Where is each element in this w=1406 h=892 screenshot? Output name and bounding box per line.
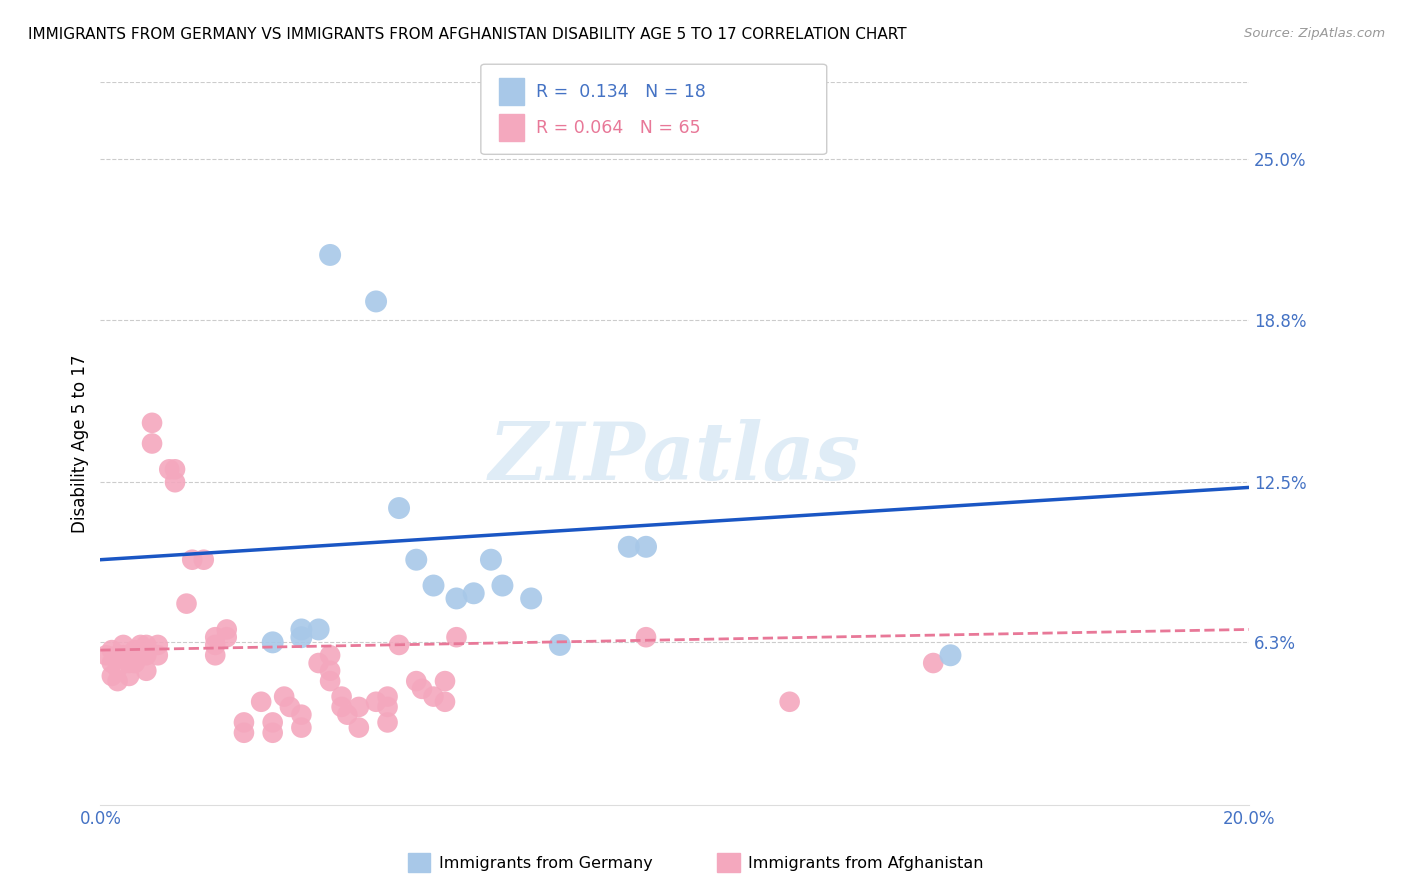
Point bbox=[411, 681, 433, 696]
Point bbox=[779, 695, 801, 709]
Point bbox=[319, 648, 342, 663]
Text: IMMIGRANTS FROM GERMANY VS IMMIGRANTS FROM AFGHANISTAN DISABILITY AGE 5 TO 17 CO: IMMIGRANTS FROM GERMANY VS IMMIGRANTS FR… bbox=[28, 27, 907, 42]
Point bbox=[118, 669, 141, 683]
Point bbox=[204, 648, 226, 663]
Point bbox=[347, 700, 370, 714]
Point bbox=[278, 700, 301, 714]
Point bbox=[262, 725, 284, 739]
Point bbox=[101, 656, 124, 670]
Text: Immigrants from Germany: Immigrants from Germany bbox=[439, 856, 652, 871]
Y-axis label: Disability Age 5 to 17: Disability Age 5 to 17 bbox=[72, 354, 89, 533]
Point bbox=[107, 661, 129, 675]
Text: R =  0.134   N = 18: R = 0.134 N = 18 bbox=[536, 83, 706, 101]
Point bbox=[405, 552, 427, 566]
Point bbox=[290, 707, 312, 722]
Point bbox=[215, 623, 238, 637]
Point bbox=[129, 638, 152, 652]
Point bbox=[347, 721, 370, 735]
Point bbox=[262, 715, 284, 730]
Point bbox=[308, 656, 330, 670]
Point bbox=[101, 643, 124, 657]
Point bbox=[157, 462, 180, 476]
Point bbox=[634, 630, 657, 644]
Point bbox=[364, 695, 387, 709]
Point bbox=[422, 578, 444, 592]
Point bbox=[330, 700, 353, 714]
Point bbox=[446, 630, 468, 644]
Point bbox=[107, 648, 129, 663]
Point bbox=[377, 690, 399, 704]
Point bbox=[319, 674, 342, 689]
Point bbox=[520, 591, 543, 606]
Point bbox=[634, 540, 657, 554]
Point bbox=[193, 552, 215, 566]
Point bbox=[124, 643, 146, 657]
Text: Source: ZipAtlas.com: Source: ZipAtlas.com bbox=[1244, 27, 1385, 40]
Point bbox=[548, 638, 571, 652]
Point bbox=[364, 294, 387, 309]
Point bbox=[377, 700, 399, 714]
Point bbox=[922, 656, 945, 670]
Text: Immigrants from Afghanistan: Immigrants from Afghanistan bbox=[748, 856, 983, 871]
Point bbox=[163, 475, 186, 490]
Point bbox=[204, 638, 226, 652]
Point bbox=[388, 501, 411, 516]
Point bbox=[233, 725, 256, 739]
Point bbox=[336, 707, 359, 722]
Point bbox=[433, 695, 456, 709]
Point bbox=[135, 648, 157, 663]
Point bbox=[319, 248, 342, 262]
Point bbox=[405, 674, 427, 689]
Point bbox=[146, 638, 169, 652]
Point bbox=[112, 638, 135, 652]
Point bbox=[129, 648, 152, 663]
Point bbox=[107, 674, 129, 689]
Text: R = 0.064   N = 65: R = 0.064 N = 65 bbox=[536, 119, 700, 136]
Point bbox=[94, 648, 117, 663]
Point bbox=[262, 635, 284, 649]
Point bbox=[479, 552, 502, 566]
Point bbox=[215, 630, 238, 644]
Point bbox=[319, 664, 342, 678]
Point bbox=[308, 623, 330, 637]
Point bbox=[181, 552, 204, 566]
Point bbox=[233, 715, 256, 730]
Point bbox=[617, 540, 640, 554]
Point bbox=[290, 630, 312, 644]
Point bbox=[433, 674, 456, 689]
Point bbox=[422, 690, 444, 704]
Point bbox=[176, 597, 198, 611]
Point bbox=[939, 648, 962, 663]
Point bbox=[141, 436, 163, 450]
Point bbox=[290, 721, 312, 735]
Point bbox=[135, 638, 157, 652]
Point bbox=[112, 648, 135, 663]
Point bbox=[377, 715, 399, 730]
Point bbox=[124, 656, 146, 670]
Point bbox=[118, 656, 141, 670]
Point bbox=[273, 690, 295, 704]
Text: ZIPatlas: ZIPatlas bbox=[489, 419, 860, 497]
Point bbox=[101, 669, 124, 683]
Point bbox=[446, 591, 468, 606]
Point bbox=[463, 586, 485, 600]
Point bbox=[141, 416, 163, 430]
Point bbox=[250, 695, 273, 709]
Point bbox=[330, 690, 353, 704]
Point bbox=[204, 630, 226, 644]
Point bbox=[163, 462, 186, 476]
Point bbox=[135, 664, 157, 678]
Point bbox=[290, 623, 312, 637]
Point bbox=[388, 638, 411, 652]
Point bbox=[146, 648, 169, 663]
Point bbox=[491, 578, 513, 592]
